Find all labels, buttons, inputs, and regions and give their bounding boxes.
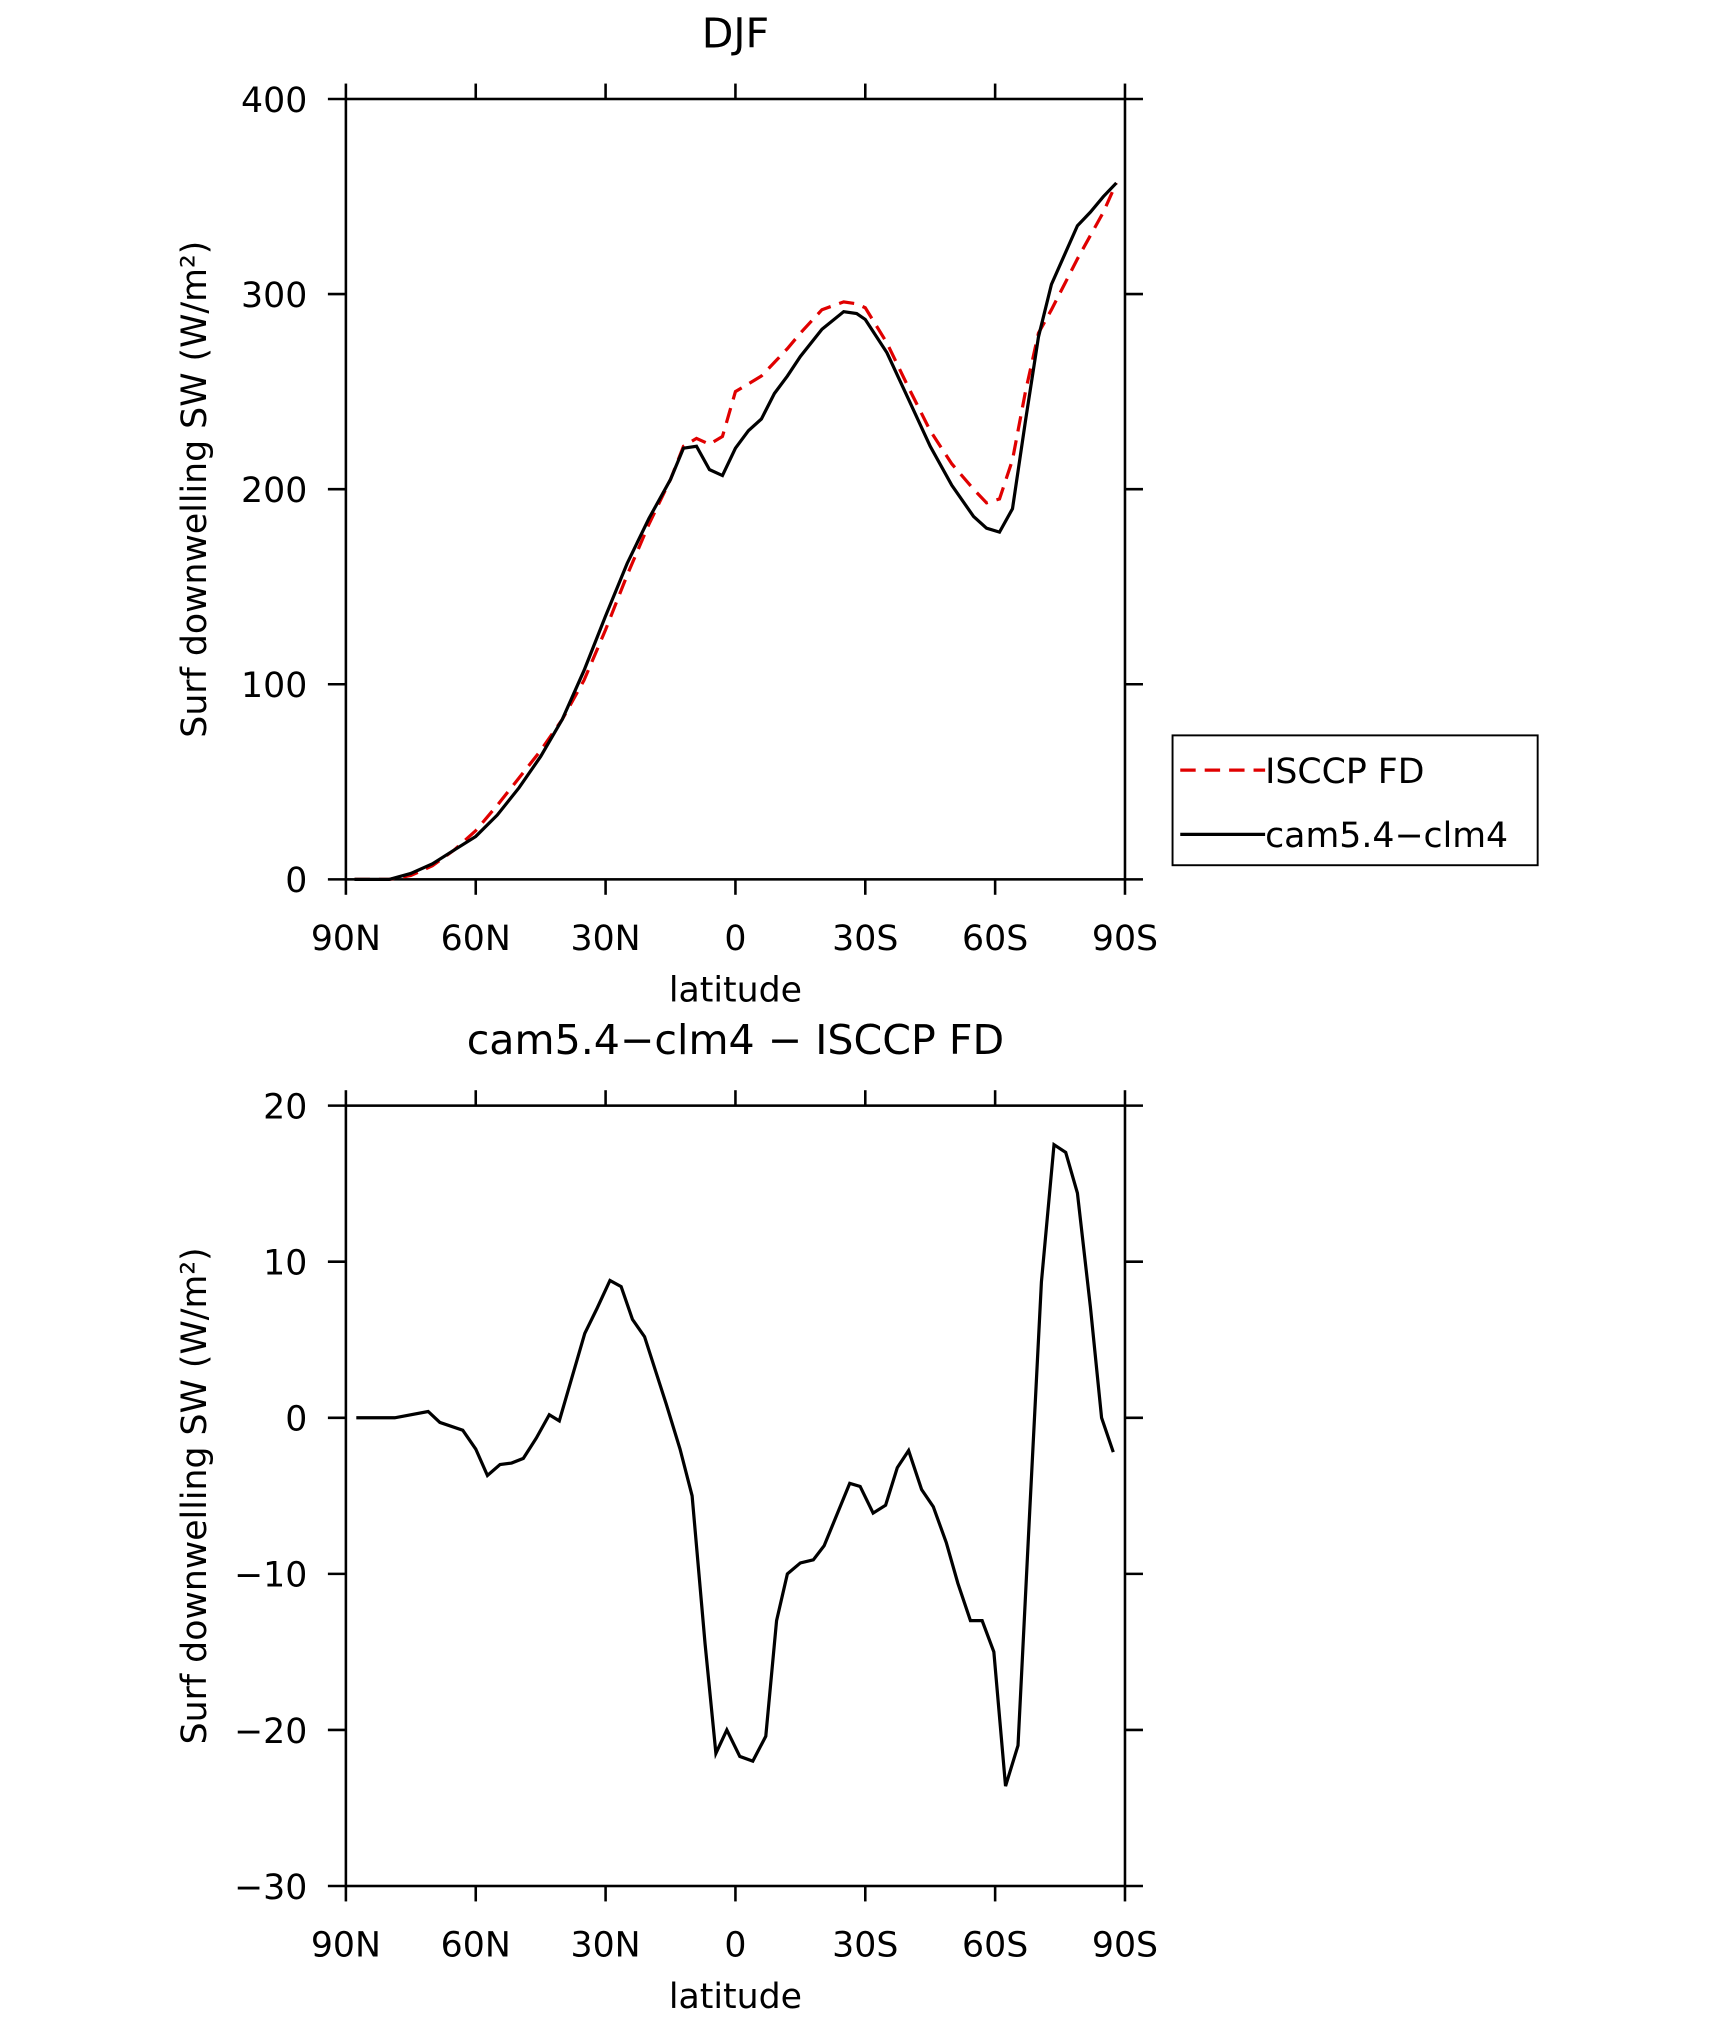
x-tick-label: 30N: [571, 919, 641, 959]
y-tick-label: 10: [263, 1244, 307, 1284]
y-tick-label: 20: [263, 1087, 307, 1127]
y-axis-label: Surf downwelling SW (W/m²): [175, 241, 215, 738]
plot-frame: [344, 1104, 1127, 1888]
y-tick-label: −30: [234, 1868, 307, 1908]
x-tick-label: 60S: [962, 1926, 1028, 1966]
data-line: [354, 182, 1118, 881]
x-tick-label: 60S: [962, 919, 1028, 959]
x-tick-label: 90S: [1092, 1926, 1158, 1966]
data-line: [354, 181, 1118, 881]
x-tick-label: 90N: [311, 1926, 381, 1966]
data-line: [356, 1141, 1115, 1787]
x-tick-label: 90S: [1092, 919, 1158, 959]
chart-title: DJF: [702, 10, 769, 58]
x-tick-label: 60N: [441, 1926, 511, 1966]
y-tick-label: 300: [241, 276, 307, 316]
x-tick-label: 30N: [571, 1926, 641, 1966]
x-tick-label: 30S: [832, 1926, 898, 1966]
x-tick-label: 0: [724, 1926, 746, 1966]
x-tick-label: 30S: [832, 919, 898, 959]
chart-title: cam5.4−clm4 − ISCCP FD: [467, 1016, 1004, 1064]
y-tick-label: −10: [234, 1556, 307, 1596]
legend-label: cam5.4−clm4: [1265, 816, 1508, 856]
x-tick-label: 90N: [311, 919, 381, 959]
plot-frame: [344, 97, 1127, 881]
y-tick-label: −20: [234, 1712, 307, 1752]
y-tick-label: 0: [285, 1400, 307, 1440]
x-axis-label: latitude: [669, 971, 802, 1011]
legend-label: ISCCP FD: [1265, 752, 1424, 792]
y-axis-label: Surf downwelling SW (W/m²): [175, 1247, 215, 1744]
x-tick-label: 60N: [441, 919, 511, 959]
x-axis-label: latitude: [669, 1977, 802, 2017]
y-tick-label: 0: [285, 861, 307, 901]
y-tick-label: 200: [241, 471, 307, 511]
y-tick-label: 100: [241, 666, 307, 706]
x-tick-label: 0: [724, 919, 746, 959]
y-tick-label: 400: [241, 81, 307, 121]
legend-box: [1171, 734, 1539, 867]
